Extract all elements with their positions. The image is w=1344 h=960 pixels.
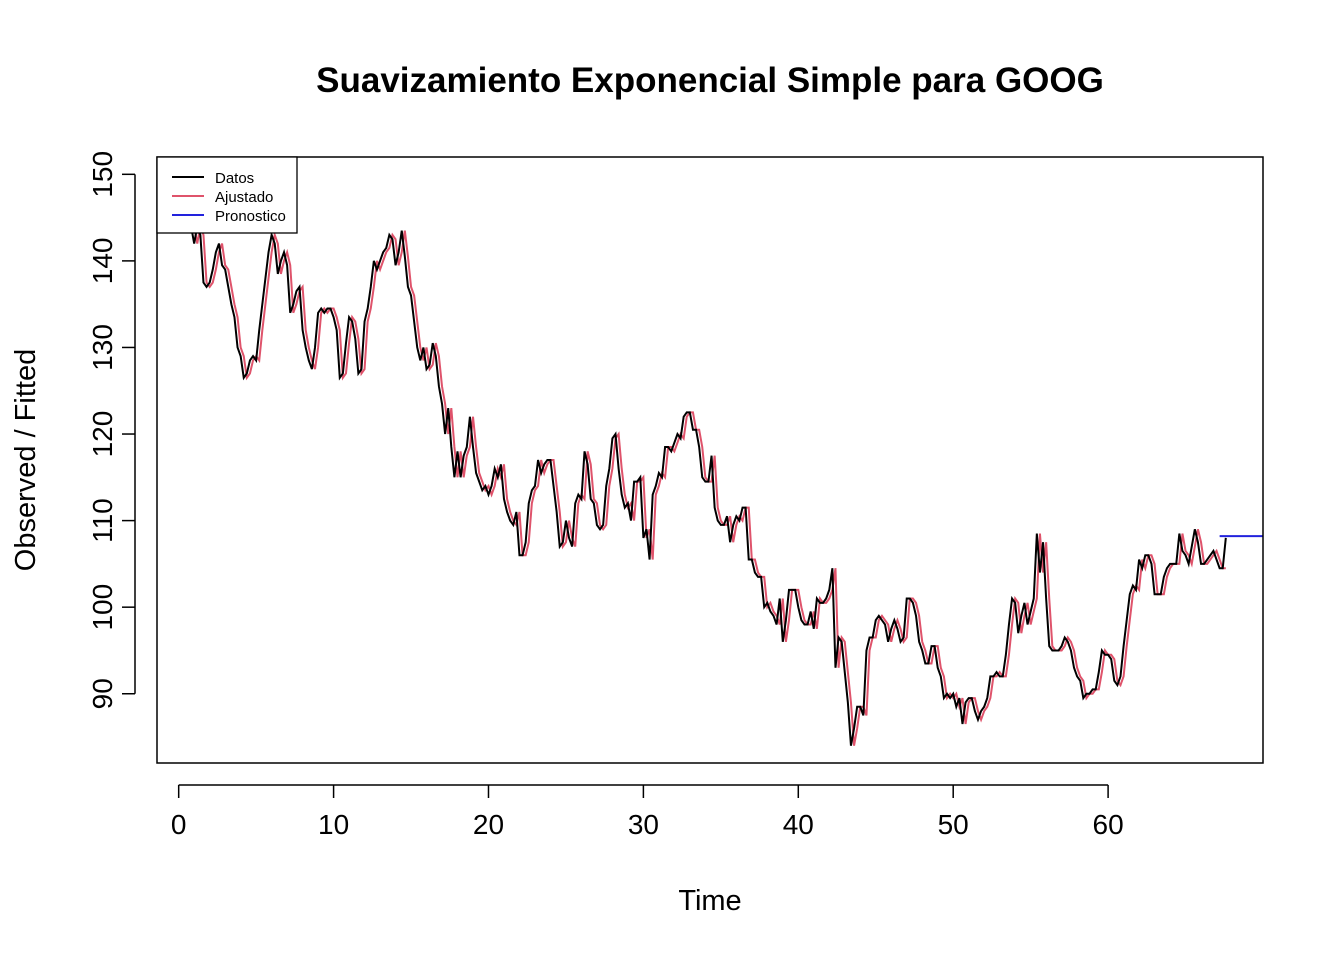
plot-data-layer [177,191,1263,746]
plot-area-border [156,156,1264,764]
y-tick-label: 140 [87,238,118,285]
series-line-datos [177,191,1227,746]
y-tick-label: 100 [87,584,118,631]
x-axis-label: Time [678,885,741,917]
legend-label-datos: Datos [215,170,254,187]
y-tick-label: 150 [87,151,118,198]
legend: Datos Ajustado Pronostico [156,156,298,234]
series-line-ajustado [180,191,1226,746]
x-tick-label: 10 [318,809,349,840]
x-tick-label: 60 [1093,809,1124,840]
y-tick-label: 90 [87,678,118,709]
chart-title: Suavizamiento Exponencial Simple para GO… [316,61,1104,100]
y-tick-label: 130 [87,324,118,371]
x-tick-label: 0 [171,809,187,840]
y-tick-label: 120 [87,411,118,458]
y-axis-label: Observed / Fitted [10,349,42,571]
y-axis: 90 100 110 120 130 140 150 [87,151,136,709]
y-tick-label: 110 [87,498,118,543]
x-tick-label: 40 [783,809,814,840]
legend-label-ajustado: Ajustado [215,189,273,206]
x-tick-label: 50 [938,809,969,840]
legend-label-pronostico: Pronostico [215,208,286,225]
x-tick-label: 30 [628,809,659,840]
x-axis: 0 10 20 30 40 50 60 [171,784,1124,840]
x-tick-label: 20 [473,809,504,840]
